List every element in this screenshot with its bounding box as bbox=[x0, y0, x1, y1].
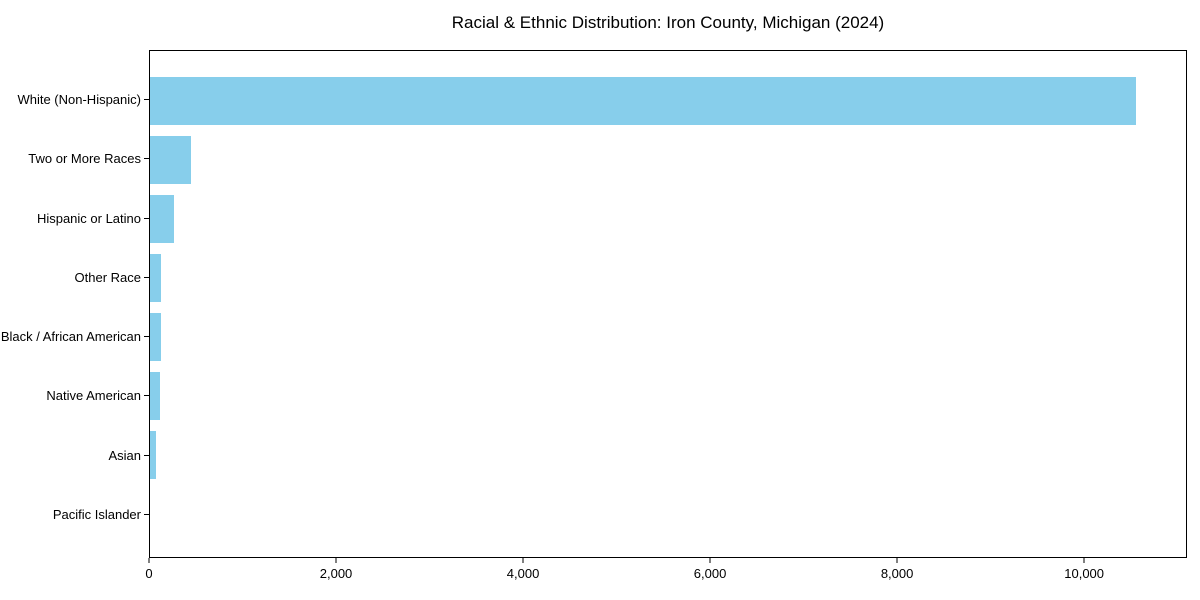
plot-area bbox=[149, 50, 1187, 558]
y-axis-label: Two or More Races bbox=[28, 151, 141, 167]
bar-series bbox=[150, 51, 1186, 557]
x-axis-tick-label: 6,000 bbox=[693, 566, 727, 581]
x-axis-tick-mark bbox=[709, 558, 711, 563]
y-axis-label: Other Race bbox=[74, 269, 141, 285]
y-label-row: Pacific Islander bbox=[0, 485, 149, 544]
bar bbox=[150, 371, 160, 420]
y-axis-label: Hispanic or Latino bbox=[36, 210, 141, 226]
bar-row bbox=[150, 366, 1186, 425]
bar bbox=[150, 312, 161, 361]
y-label-row: Other Race bbox=[0, 248, 149, 307]
y-axis-label: Black / African American bbox=[0, 329, 141, 345]
y-axis-tick bbox=[144, 336, 149, 338]
bar bbox=[150, 430, 157, 479]
y-axis-label: White (Non-Hispanic) bbox=[17, 92, 141, 108]
y-axis-tick bbox=[144, 395, 149, 397]
y-axis-tick bbox=[144, 454, 149, 456]
bar-row bbox=[150, 71, 1186, 130]
y-axis-label: Asian bbox=[108, 447, 141, 463]
x-axis-tick-mark bbox=[148, 558, 150, 563]
y-label-row: Two or More Races bbox=[0, 129, 149, 188]
chart-title: Racial & Ethnic Distribution: Iron Count… bbox=[451, 13, 885, 32]
bar-row bbox=[150, 484, 1186, 543]
x-axis: 0 2,000 4,000 6,000 8,000 10,000 bbox=[145, 558, 1187, 592]
x-axis-tick-label: 8,000 bbox=[880, 566, 914, 581]
y-axis-tick bbox=[144, 158, 149, 160]
bar bbox=[150, 135, 191, 184]
x-axis-tick-mark bbox=[522, 558, 524, 563]
y-axis-tick bbox=[144, 217, 149, 219]
y-axis-tick bbox=[144, 513, 149, 515]
y-label-row: Black / African American bbox=[0, 307, 149, 366]
y-label-row: Asian bbox=[0, 426, 149, 485]
x-axis-tick-label: 4,000 bbox=[506, 566, 540, 581]
bar bbox=[150, 253, 162, 302]
y-axis-tick bbox=[144, 276, 149, 278]
bar-row bbox=[150, 248, 1186, 307]
y-label-row: White (Non-Hispanic) bbox=[0, 70, 149, 129]
x-axis-tick-mark bbox=[1083, 558, 1085, 563]
bar-row bbox=[150, 425, 1186, 484]
bar bbox=[150, 76, 1136, 125]
y-axis-label: Native American bbox=[46, 388, 141, 404]
bar-row bbox=[150, 130, 1186, 189]
y-axis-tick bbox=[144, 99, 149, 101]
bar-row bbox=[150, 189, 1186, 248]
y-label-row: Native American bbox=[0, 366, 149, 425]
x-axis-tick-mark bbox=[335, 558, 337, 563]
x-axis-tick-label: 10,000 bbox=[1064, 566, 1105, 581]
bar-row bbox=[150, 307, 1186, 366]
x-axis-tick-mark bbox=[896, 558, 898, 563]
bar bbox=[150, 194, 175, 243]
x-axis-tick-label: 2,000 bbox=[319, 566, 353, 581]
y-label-row: Hispanic or Latino bbox=[0, 189, 149, 248]
y-axis-label: Pacific Islander bbox=[52, 506, 141, 522]
x-axis-tick-label: 0 bbox=[145, 566, 153, 581]
y-axis-labels: White (Non-Hispanic) Two or More Races His… bbox=[0, 50, 149, 558]
